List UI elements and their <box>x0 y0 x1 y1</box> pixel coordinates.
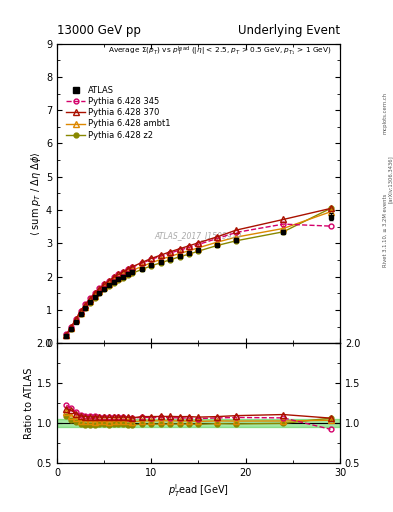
Text: [arXiv:1306.3436]: [arXiv:1306.3436] <box>387 155 392 203</box>
Y-axis label: Ratio to ATLAS: Ratio to ATLAS <box>24 368 34 439</box>
Text: 13000 GeV pp: 13000 GeV pp <box>57 24 141 37</box>
Legend: ATLAS, Pythia 6.428 345, Pythia 6.428 370, Pythia 6.428 ambt1, Pythia 6.428 z2: ATLAS, Pythia 6.428 345, Pythia 6.428 37… <box>64 83 173 142</box>
Text: Average $\Sigma(p_T)$ vs $p_T^{\rm lead}$ ($|\eta|$ < 2.5, $p_T$ > 0.5 GeV, $p_{: Average $\Sigma(p_T)$ vs $p_T^{\rm lead}… <box>108 45 331 58</box>
X-axis label: $p_T^{\rm l}$ead [GeV]: $p_T^{\rm l}$ead [GeV] <box>168 482 229 499</box>
Text: Underlying Event: Underlying Event <box>238 24 340 37</box>
Text: mcplots.cern.ch: mcplots.cern.ch <box>383 92 387 134</box>
Bar <box>57 419 340 428</box>
Y-axis label: $\langle$ sum $p_T$ / $\Delta\eta$ $\Delta\phi\rangle$: $\langle$ sum $p_T$ / $\Delta\eta$ $\Del… <box>29 151 43 236</box>
Text: ATLAS_2017_I1509919: ATLAS_2017_I1509919 <box>155 231 242 240</box>
Text: Rivet 3.1.10, ≥ 3.2M events: Rivet 3.1.10, ≥ 3.2M events <box>383 194 387 267</box>
